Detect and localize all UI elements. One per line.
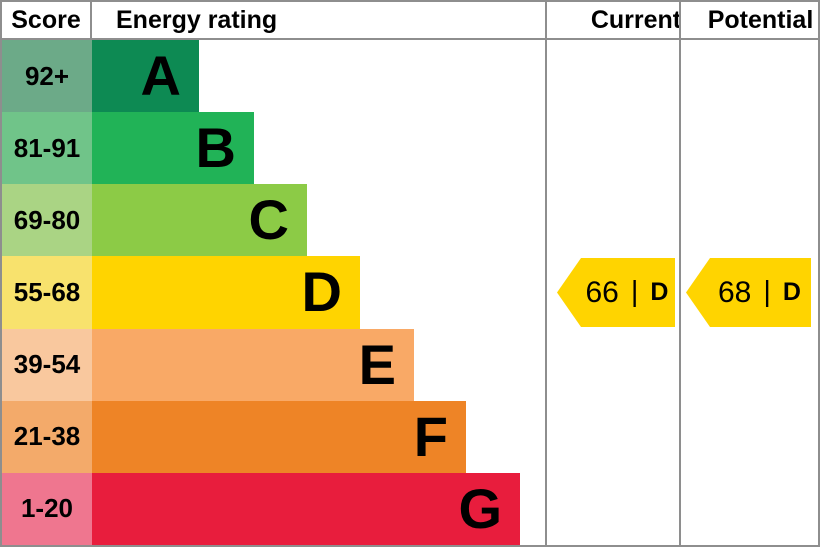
score-range-label: 69-80 <box>2 184 92 257</box>
rating-bar-c: C <box>92 184 307 257</box>
score-range-label: 1-20 <box>2 472 92 545</box>
rating-letter: B <box>195 116 236 180</box>
band-row-d: 55-68 D <box>2 256 545 329</box>
column-divider-current <box>545 2 547 545</box>
band-row-b: 81-91 B <box>2 112 545 185</box>
band-row-f: 21-38 F <box>2 400 545 473</box>
rating-letter: A <box>140 44 181 108</box>
score-range-label: 21-38 <box>2 400 92 473</box>
score-range-label: 55-68 <box>2 256 92 329</box>
rating-letter: D <box>301 260 342 324</box>
rating-bar-d: D <box>92 256 360 329</box>
rating-letter: F <box>413 404 448 468</box>
column-divider-potential <box>679 2 681 545</box>
rating-letter: E <box>358 332 396 396</box>
current-rating-arrow: 66 | D <box>557 258 675 327</box>
score-grade-separator: | <box>763 276 771 308</box>
band-row-g: 1-20 G <box>2 472 545 545</box>
score-column-header: Score <box>2 2 92 38</box>
chart-header-row: Score Energy rating Current Potential <box>2 2 818 40</box>
band-row-e: 39-54 E <box>2 328 545 401</box>
potential-score-value: 68 <box>718 275 752 309</box>
score-grade-separator: | <box>630 276 639 308</box>
current-column-header: Current <box>590 5 682 34</box>
score-range-label: 39-54 <box>2 328 92 401</box>
potential-grade-letter: D <box>782 278 801 306</box>
energy-rating-column-header: Energy rating <box>116 5 278 34</box>
rating-bar-e: E <box>92 328 414 401</box>
rating-bar-f: F <box>92 400 466 473</box>
potential-column-header: Potential <box>707 5 814 34</box>
rating-letter: G <box>458 476 502 540</box>
potential-rating-arrow: 68 | D <box>686 258 811 327</box>
current-score-value: 66 <box>585 275 619 309</box>
score-range-label: 92+ <box>2 40 92 113</box>
rating-bar-g: G <box>92 472 520 545</box>
band-row-a: 92+ A <box>2 40 545 113</box>
score-range-label: 81-91 <box>2 112 92 185</box>
rating-bar-b: B <box>92 112 254 185</box>
rating-bands: 92+ A 81-91 B 69-80 C 55-68 D 39-54 E 21… <box>2 40 545 545</box>
current-grade-letter: D <box>650 278 669 306</box>
rating-bar-a: A <box>92 40 199 113</box>
rating-letter: C <box>248 188 289 252</box>
band-row-c: 69-80 C <box>2 184 545 257</box>
